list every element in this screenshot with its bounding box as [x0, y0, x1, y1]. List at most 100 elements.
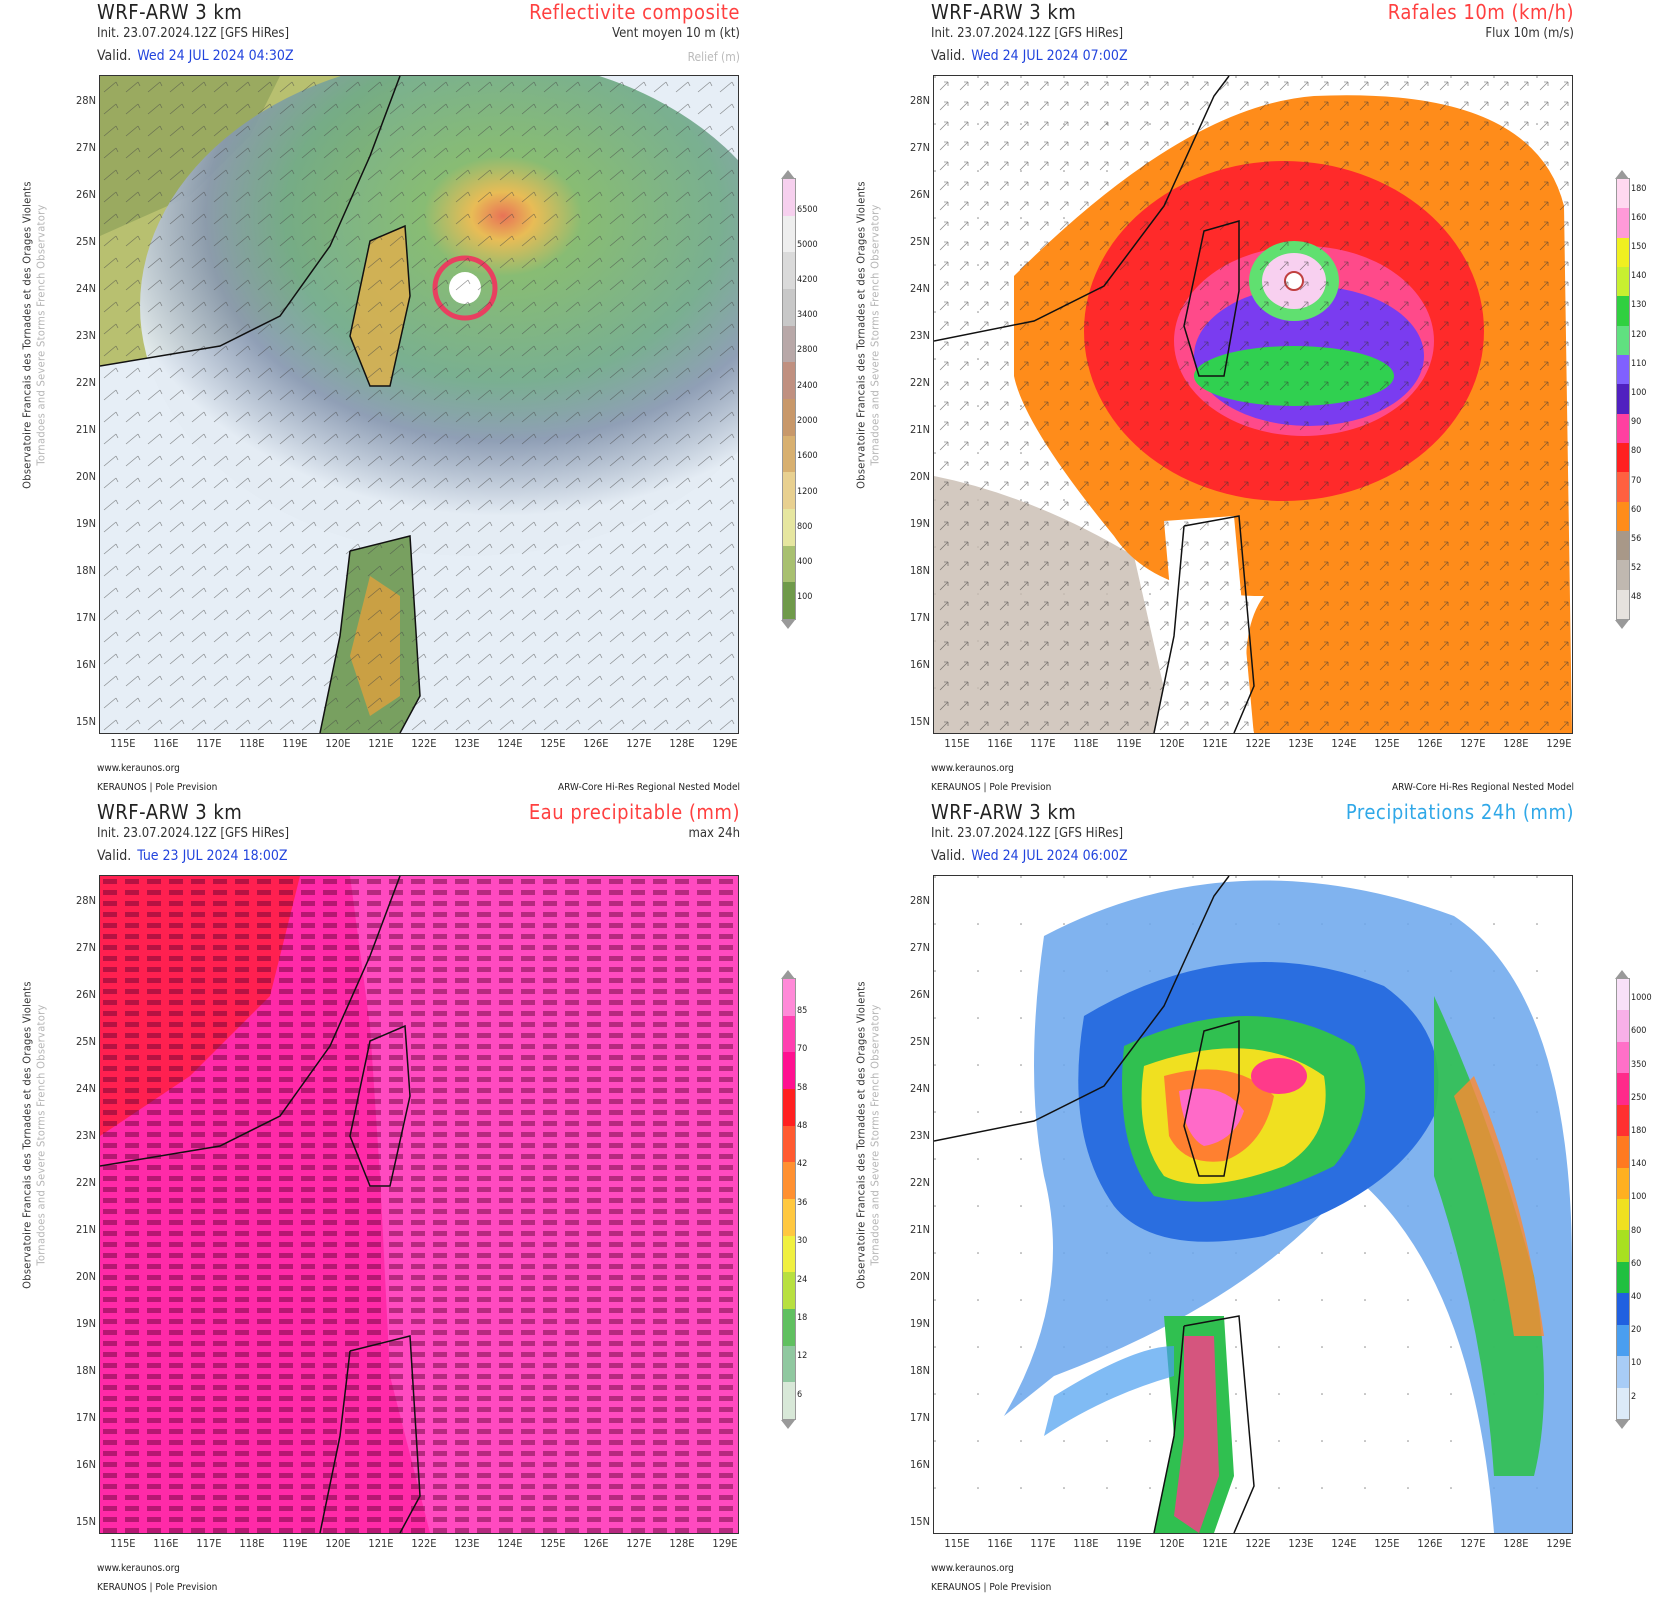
colorbar-top-arrow — [781, 970, 795, 979]
panel-precipitable-water: WRF-ARW 3 km Init. 23.07.2024.12Z [GFS H… — [0, 800, 834, 1600]
colorbar-segment — [1617, 296, 1629, 327]
observatory-credit: Observatoire Francais des Tornades et de… — [20, 981, 48, 1289]
valid-label: Valid. Tue 23 JUL 2024 18:00Z — [97, 848, 288, 864]
colorbar-segment — [783, 1125, 795, 1163]
init-time: Init. 23.07.2024.12Z [GFS HiRes] — [97, 826, 290, 841]
colorbar-segment — [1617, 1041, 1629, 1074]
observatory-credit: Observatoire Francais des Tornades et de… — [20, 181, 48, 489]
colorbar-segment — [1617, 979, 1629, 1011]
colorbar — [782, 978, 796, 1420]
valid-time: Tue 23 JUL 2024 18:00Z — [137, 848, 288, 864]
colorbar-top-arrow — [1615, 170, 1629, 179]
colorbar-segment — [783, 509, 795, 547]
brand-label: KERAUNOS | Pole Prevision — [97, 1582, 218, 1593]
website-link[interactable]: www.keraunos.org — [97, 1563, 180, 1574]
valid-label: Valid. Wed 24 JUL 2024 06:00Z — [931, 848, 1128, 864]
valid-time: Wed 24 JUL 2024 07:00Z — [971, 48, 1128, 64]
colorbar-segment — [1617, 472, 1629, 503]
model-title: WRF-ARW 3 km — [97, 800, 243, 824]
colorbar — [1616, 978, 1630, 1420]
observatory-credit: Observatoire Francais des Tornades et de… — [854, 981, 882, 1289]
website-link[interactable]: www.keraunos.org — [97, 763, 180, 774]
website-link[interactable]: www.keraunos.org — [931, 763, 1014, 774]
colorbar-segment — [1617, 443, 1629, 473]
colorbar-segment — [1617, 179, 1629, 209]
model-title: WRF-ARW 3 km — [97, 0, 243, 24]
colorbar-segment — [783, 325, 795, 363]
panel-precipitation-24h: WRF-ARW 3 km Init. 23.07.2024.12Z [GFS H… — [834, 800, 1668, 1600]
colorbar-segment — [783, 1309, 795, 1347]
parameter-title: Eau precipitable (mm) — [528, 800, 740, 824]
parameter-subtitle: Vent moyen 10 m (kt) — [612, 26, 740, 41]
colorbar-segment — [1617, 1356, 1629, 1389]
colorbar-segment — [1617, 1230, 1629, 1263]
colorbar-top-arrow — [1615, 970, 1629, 979]
brand-label: KERAUNOS | Pole Prevision — [931, 1582, 1052, 1593]
observatory-credit: Observatoire Francais des Tornades et de… — [854, 181, 882, 489]
colorbar-segment — [1617, 501, 1629, 532]
map-precipitable-water — [99, 875, 739, 1534]
map-wind-gusts — [933, 75, 1573, 734]
colorbar-segment — [783, 179, 795, 217]
parameter-subtitle-2: Relief (m) — [687, 50, 740, 64]
colorbar-segment — [1617, 1010, 1629, 1043]
valid-time: Wed 24 JUL 2024 04:30Z — [137, 48, 294, 64]
init-time: Init. 23.07.2024.12Z [GFS HiRes] — [97, 26, 290, 41]
colorbar-segment — [1617, 355, 1629, 385]
colorbar-segment — [1617, 413, 1629, 444]
colorbar-segment — [1617, 1199, 1629, 1231]
colorbar-segment — [783, 472, 795, 510]
colorbar-segment — [783, 362, 795, 400]
parameter-subtitle: max 24h — [688, 826, 741, 841]
colorbar-segment — [1617, 1261, 1629, 1294]
init-time: Init. 23.07.2024.12Z [GFS HiRes] — [931, 826, 1124, 841]
colorbar-segment — [1617, 325, 1629, 356]
parameter-subtitle: Flux 10m (m/s) — [1485, 26, 1574, 41]
website-link[interactable]: www.keraunos.org — [931, 1563, 1014, 1574]
panel-wind-gusts: WRF-ARW 3 km Init. 23.07.2024.12Z [GFS H… — [834, 0, 1668, 800]
parameter-title: Precipitations 24h (mm) — [1345, 800, 1574, 824]
colorbar-segment — [1617, 1136, 1629, 1169]
colorbar-segment — [1617, 267, 1629, 297]
colorbar-segment — [1617, 384, 1629, 415]
brand-label: KERAUNOS | Pole Prevision — [931, 782, 1052, 793]
colorbar-bottom-arrow — [781, 620, 795, 629]
colorbar-bottom-arrow — [1615, 620, 1629, 629]
colorbar-segment — [1617, 531, 1629, 561]
colorbar-segment — [783, 289, 795, 327]
model-title: WRF-ARW 3 km — [931, 0, 1077, 24]
colorbar-segment — [1617, 1324, 1629, 1357]
colorbar-segment — [783, 1235, 795, 1273]
colorbar-segment — [1617, 560, 1629, 591]
parameter-title: Rafales 10m (km/h) — [1387, 0, 1574, 24]
valid-label: Valid. Wed 24 JUL 2024 07:00Z — [931, 48, 1128, 64]
colorbar — [1616, 178, 1630, 620]
colorbar-segment — [1617, 1104, 1629, 1137]
colorbar-segment — [783, 252, 795, 290]
colorbar-segment — [783, 215, 795, 253]
colorbar-top-arrow — [781, 170, 795, 179]
brand-label: KERAUNOS | Pole Prevision — [97, 782, 218, 793]
valid-time: Wed 24 JUL 2024 06:00Z — [971, 848, 1128, 864]
colorbar-segment — [1617, 1073, 1629, 1106]
parameter-title: Reflectivite composite — [529, 0, 740, 24]
colorbar-segment — [783, 979, 795, 1017]
colorbar-segment — [1617, 208, 1629, 239]
colorbar-segment — [783, 1272, 795, 1310]
colorbar-bottom-arrow — [781, 1420, 795, 1429]
colorbar-segment — [783, 545, 795, 583]
init-time: Init. 23.07.2024.12Z [GFS HiRes] — [931, 26, 1124, 41]
map-reflectivity — [99, 75, 739, 734]
colorbar-bottom-arrow — [1615, 1420, 1629, 1429]
colorbar-segment — [783, 1162, 795, 1200]
colorbar-segment — [1617, 237, 1629, 268]
colorbar-segment — [783, 1052, 795, 1090]
colorbar-segment — [783, 1345, 795, 1383]
colorbar-segment — [783, 1089, 795, 1127]
valid-label: Valid. Wed 24 JUL 2024 04:30Z — [97, 48, 294, 64]
panel-reflectivity: WRF-ARW 3 km Init. 23.07.2024.12Z [GFS H… — [0, 0, 834, 800]
colorbar-segment — [783, 435, 795, 473]
map-precipitation-24h — [933, 875, 1573, 1534]
model-description: ARW-Core Hi-Res Regional Nested Model — [557, 782, 740, 793]
colorbar-segment — [783, 1199, 795, 1237]
